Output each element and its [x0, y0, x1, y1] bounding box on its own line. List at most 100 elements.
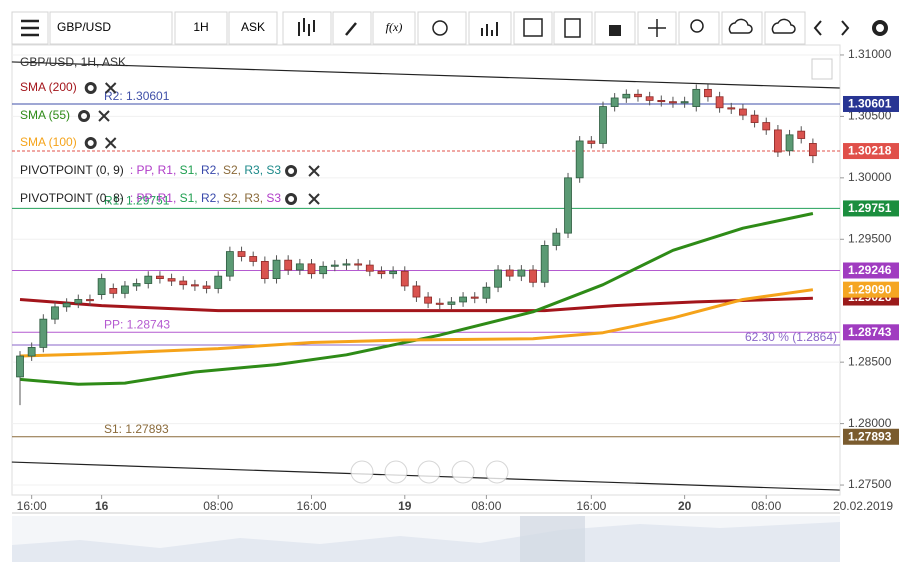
draw-icon [345, 22, 357, 36]
settings-icon[interactable] [84, 137, 97, 149]
x-tick-label: 08:00 [203, 499, 233, 513]
legend-part: R1, [154, 163, 176, 177]
back-button[interactable] [813, 20, 822, 36]
candle-body [540, 245, 549, 283]
level-label: S1: 1.27893 [104, 422, 169, 436]
settings-button[interactable] [872, 20, 888, 36]
candle-body [680, 101, 689, 104]
remove-icon[interactable] [308, 193, 320, 205]
zoom-button[interactable] [678, 11, 720, 45]
candle-body [377, 270, 386, 275]
candle-body [505, 269, 514, 277]
timeframe: 1H [193, 20, 208, 34]
legend-part: S1, [176, 163, 197, 177]
calendar-button[interactable] [513, 11, 553, 45]
candle-body [144, 275, 153, 284]
zoom-out[interactable] [384, 460, 408, 484]
y-tick-label: 1.30500 [848, 109, 892, 123]
chart-type-button[interactable] [282, 11, 332, 45]
toolbar: GBP/USD 1H ASK f(x) [11, 11, 888, 45]
price-marker [843, 281, 899, 298]
candle-body [808, 143, 817, 157]
candle-body [167, 278, 176, 282]
indicators-icon [481, 22, 498, 36]
level-label: PP: 1.28743 [104, 317, 170, 331]
settings-icon[interactable] [78, 110, 91, 122]
y-tick-label: 1.30000 [848, 170, 892, 184]
price-marker [843, 428, 899, 445]
y-tick-label: 1.28500 [848, 354, 892, 368]
level-label: R2: 1.30601 [104, 89, 170, 103]
candle-body [774, 129, 782, 153]
settings-icon[interactable] [84, 82, 97, 94]
candle-body [97, 278, 106, 295]
legend-part: S2, [220, 191, 241, 205]
zoom-in[interactable] [451, 460, 475, 484]
download-button[interactable] [764, 11, 806, 45]
x-tick-label: 16:00 [576, 499, 606, 513]
candle-body [669, 101, 677, 104]
candle-body [330, 264, 339, 267]
legend-entry: SMA (100) [20, 135, 77, 149]
indicators-button[interactable] [468, 11, 512, 45]
timeframe-button[interactable] [174, 11, 228, 45]
candle-body [260, 260, 269, 280]
symbol-button[interactable] [49, 11, 173, 45]
settings-icon[interactable] [285, 193, 298, 205]
popout-button[interactable] [811, 58, 833, 80]
price-marker-label: 1.28743 [848, 325, 892, 339]
crosshair-icon [648, 19, 666, 37]
reset[interactable] [417, 460, 441, 484]
legend-entry: PIVOTPOINT (0, 8) [20, 191, 124, 205]
candle-body [470, 296, 479, 299]
candle-body [622, 93, 631, 99]
y-tick-label: 1.28000 [848, 416, 892, 430]
x-tick-label: 20 [678, 499, 692, 513]
candle-body [645, 96, 654, 101]
settings-icon[interactable] [285, 165, 298, 177]
legend-part: : PP, [130, 163, 154, 177]
legend-part: S2, [220, 163, 241, 177]
candle-body [494, 269, 502, 288]
candle-body [27, 347, 36, 357]
x-tick-label: 16:00 [17, 499, 47, 513]
symbol: GBP/USD [57, 20, 111, 34]
candle-body [389, 270, 398, 275]
info-button[interactable] [417, 11, 467, 45]
candle-body [237, 251, 246, 257]
candle-body [610, 97, 619, 107]
candle-body [657, 100, 666, 103]
candle-body [529, 269, 537, 283]
trendline [11, 61, 840, 89]
crosshair-button[interactable] [637, 11, 677, 45]
candle-body [704, 88, 712, 98]
remove-icon[interactable] [104, 137, 117, 149]
candle-body [51, 306, 59, 320]
candle-body [762, 122, 771, 131]
candle-body [156, 275, 164, 280]
function-button[interactable] [372, 11, 416, 45]
legend-part: S3 [263, 191, 281, 205]
price-marker [843, 95, 899, 112]
legend-part: R2, [198, 163, 220, 177]
navigator-window[interactable] [520, 516, 585, 562]
remove-icon[interactable] [98, 110, 110, 122]
remove-icon[interactable] [104, 82, 117, 94]
x-tick-label: 08:00 [751, 499, 781, 513]
candle-body [552, 232, 561, 246]
forward-button[interactable] [841, 20, 850, 36]
candle-body [575, 140, 584, 179]
x-tick-label: 08:00 [471, 499, 501, 513]
scroll-right[interactable] [485, 460, 509, 484]
price-marker [843, 324, 899, 341]
calendar-icon [523, 18, 543, 37]
sma-line [19, 296, 813, 313]
price-side-button[interactable] [228, 11, 278, 45]
remove-icon[interactable] [308, 165, 320, 177]
scroll-left[interactable] [350, 460, 374, 484]
upload-button[interactable] [721, 11, 763, 45]
level-label: 62.30 % (1.2864) [745, 330, 837, 344]
report-button[interactable] [553, 11, 593, 45]
price-marker-label: 1.29751 [848, 201, 892, 215]
